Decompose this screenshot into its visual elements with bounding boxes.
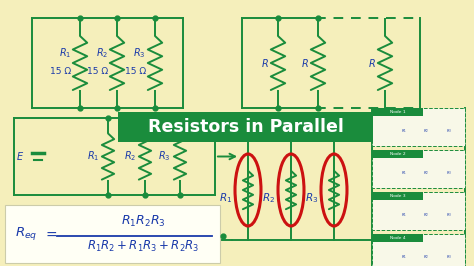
Text: Node 3: Node 3: [390, 194, 405, 198]
Text: $R$: $R$: [301, 57, 309, 69]
Text: $E$: $E$: [16, 151, 24, 163]
Text: Node 4: Node 4: [390, 236, 405, 240]
Text: $R_1$: $R_1$: [401, 253, 407, 261]
Text: $R_1$: $R_1$: [401, 169, 407, 177]
Text: $R_2$: $R_2$: [124, 149, 136, 163]
Text: $R_3$: $R_3$: [446, 127, 452, 135]
Text: Node 2: Node 2: [390, 152, 405, 156]
Text: $R_3$: $R_3$: [134, 46, 146, 60]
Text: $R_3$: $R_3$: [446, 211, 452, 219]
Text: $R_1R_2 + R_1R_3 + R_2R_3$: $R_1R_2 + R_1R_3 + R_2R_3$: [87, 239, 199, 254]
Text: $R_2$: $R_2$: [423, 253, 429, 261]
Text: $R_2$: $R_2$: [96, 46, 108, 60]
FancyBboxPatch shape: [5, 205, 220, 263]
Text: $R_1$: $R_1$: [219, 191, 232, 205]
FancyBboxPatch shape: [118, 112, 373, 142]
Text: $R_3$: $R_3$: [158, 149, 171, 163]
FancyBboxPatch shape: [372, 192, 423, 200]
FancyBboxPatch shape: [372, 108, 423, 116]
FancyBboxPatch shape: [372, 192, 465, 230]
Text: $R_2$: $R_2$: [262, 191, 275, 205]
Text: $R_2$: $R_2$: [423, 127, 429, 135]
FancyBboxPatch shape: [372, 108, 465, 146]
FancyBboxPatch shape: [372, 234, 423, 242]
Text: $R_1$: $R_1$: [87, 149, 99, 163]
Text: 15 Ω: 15 Ω: [87, 66, 108, 76]
Text: $R_2$: $R_2$: [423, 211, 429, 219]
Text: $R$: $R$: [368, 57, 376, 69]
FancyBboxPatch shape: [372, 150, 465, 188]
FancyBboxPatch shape: [372, 234, 465, 266]
Text: $R_{eq}$: $R_{eq}$: [15, 226, 37, 243]
Text: Resistors in Parallel: Resistors in Parallel: [147, 118, 344, 136]
FancyBboxPatch shape: [372, 150, 423, 158]
Text: $R$: $R$: [261, 57, 269, 69]
Text: $R_3$: $R_3$: [446, 169, 452, 177]
Text: 15 Ω: 15 Ω: [125, 66, 146, 76]
Text: $R_1$: $R_1$: [401, 127, 407, 135]
Text: $=$: $=$: [43, 227, 58, 241]
Text: $R_1R_2R_3$: $R_1R_2R_3$: [120, 214, 165, 229]
Text: $R_1$: $R_1$: [401, 211, 407, 219]
Text: $R_3$: $R_3$: [305, 191, 318, 205]
Text: 15 Ω: 15 Ω: [50, 66, 71, 76]
Text: Node 1: Node 1: [390, 110, 405, 114]
Text: $R_1$: $R_1$: [59, 46, 71, 60]
Text: $R_3$: $R_3$: [446, 253, 452, 261]
Text: $R_2$: $R_2$: [423, 169, 429, 177]
